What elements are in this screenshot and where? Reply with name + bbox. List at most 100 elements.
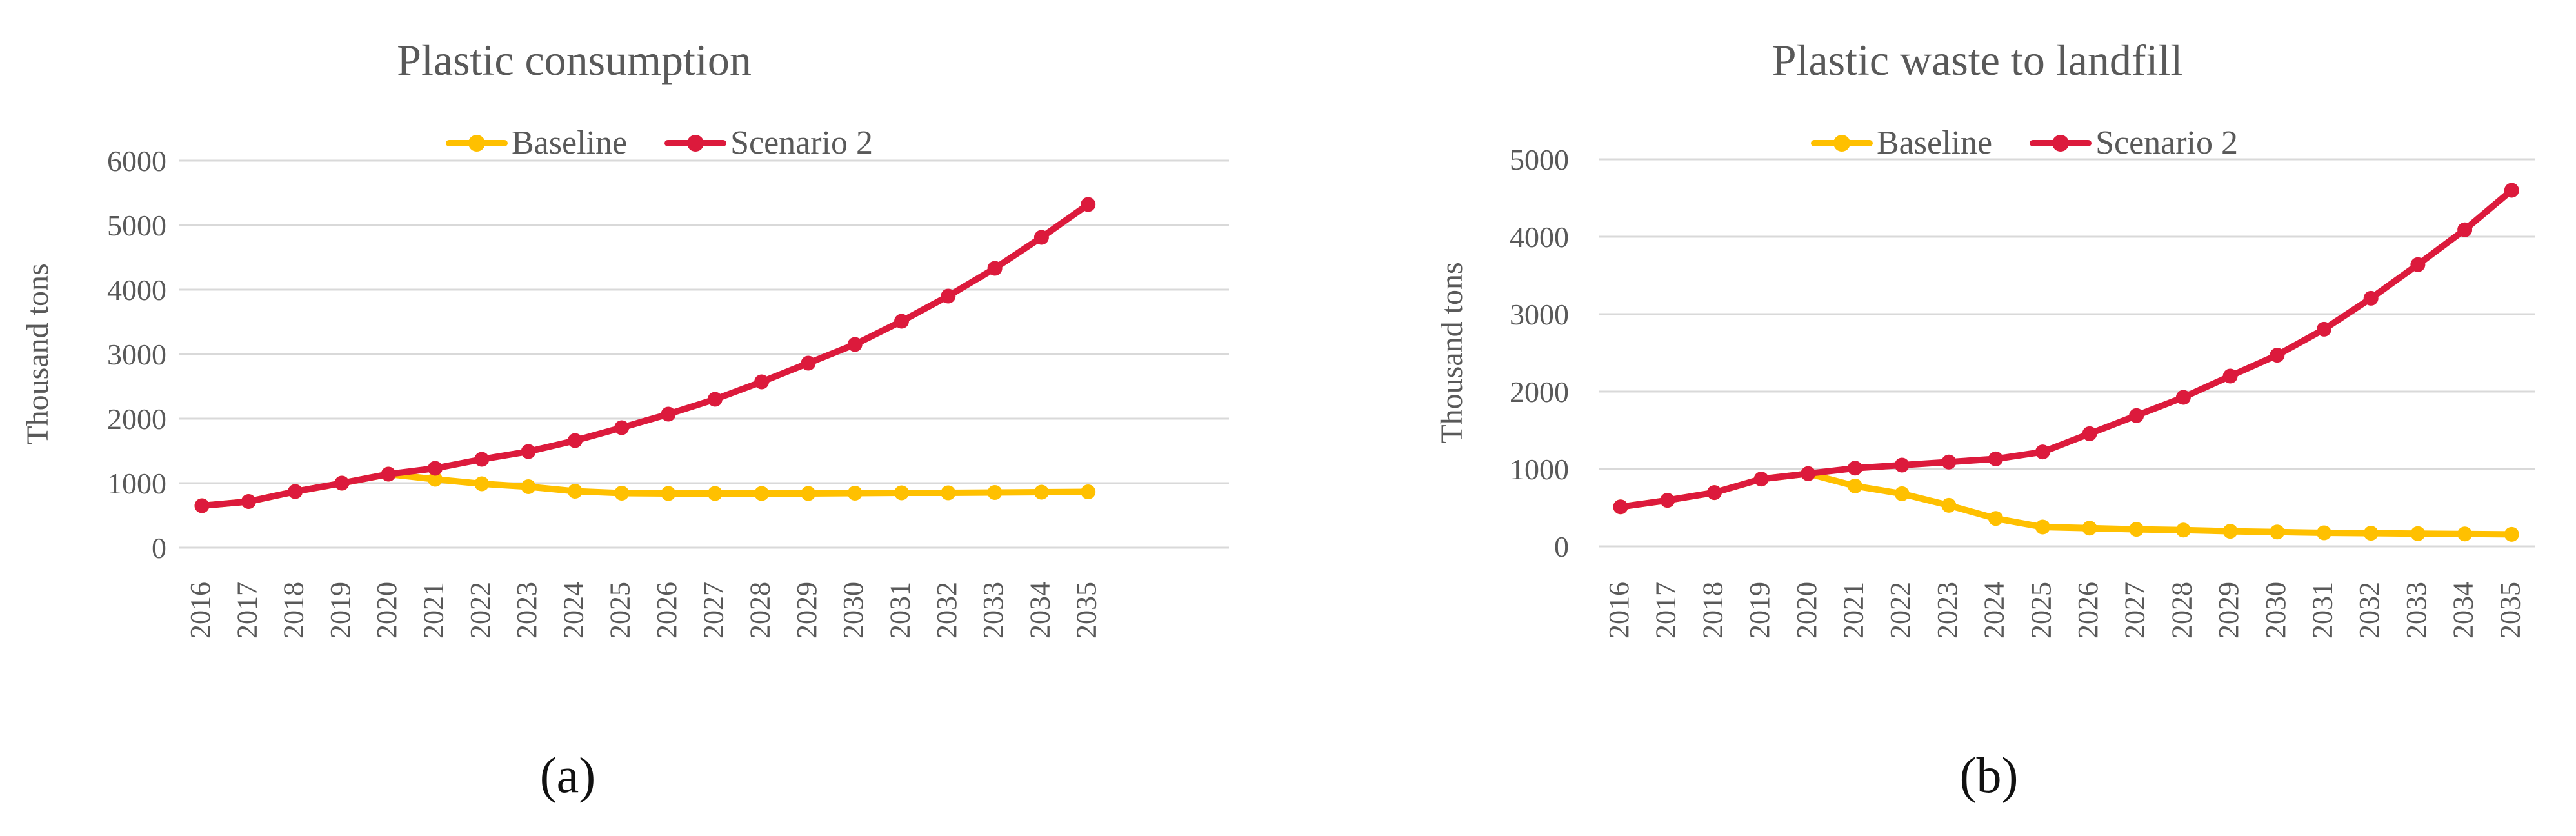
x-tick-label: 2029 bbox=[2213, 582, 2244, 639]
chart-a-legend: Baseline Scenario 2 bbox=[446, 126, 873, 160]
y-tick-label: 0 bbox=[1554, 530, 1569, 563]
data-point bbox=[1753, 472, 1769, 487]
data-point bbox=[2270, 348, 2285, 363]
x-tick-label: 2027 bbox=[697, 582, 729, 639]
data-point bbox=[2317, 525, 2331, 541]
data-point bbox=[1613, 499, 1628, 515]
y-tick-label: 5000 bbox=[1510, 143, 1569, 176]
scenario2-dot-icon bbox=[687, 135, 704, 152]
baseline-line-marker-icon bbox=[1811, 135, 1873, 152]
data-point bbox=[1660, 493, 1675, 508]
data-point bbox=[521, 444, 536, 459]
data-point bbox=[2457, 526, 2473, 542]
x-tick-label: 2019 bbox=[1744, 582, 1775, 639]
data-point bbox=[474, 452, 490, 467]
data-point bbox=[194, 498, 210, 513]
x-tick-label: 2029 bbox=[791, 582, 823, 639]
data-point bbox=[2504, 183, 2519, 198]
data-point bbox=[1706, 485, 1722, 501]
x-tick-label: 2027 bbox=[2119, 582, 2151, 639]
x-tick-label: 2033 bbox=[2401, 582, 2432, 639]
data-point bbox=[1081, 484, 1096, 499]
x-tick-label: 2034 bbox=[1024, 582, 1055, 639]
baseline-dot-icon bbox=[468, 135, 485, 152]
data-point bbox=[2410, 526, 2426, 541]
series-line-scenario-2 bbox=[199, 201, 1092, 509]
data-point bbox=[2082, 521, 2097, 536]
data-point bbox=[707, 486, 723, 501]
scenario2-line-marker-icon bbox=[664, 135, 727, 152]
data-point bbox=[941, 288, 956, 304]
y-tick-label: 3000 bbox=[107, 338, 166, 371]
data-point bbox=[707, 392, 723, 407]
x-tick-label: 2019 bbox=[324, 582, 356, 639]
data-point bbox=[567, 433, 583, 448]
legend-item-scenario2: Scenario 2 bbox=[2030, 126, 2238, 160]
data-point bbox=[894, 485, 909, 501]
x-tick-label: 2028 bbox=[2166, 582, 2197, 639]
data-point bbox=[661, 486, 676, 501]
x-tick-label: 2017 bbox=[1650, 582, 1682, 639]
y-tick-label: 5000 bbox=[107, 209, 166, 242]
data-point bbox=[2035, 519, 2050, 535]
legend-item-scenario2: Scenario 2 bbox=[664, 126, 873, 160]
data-point bbox=[1033, 484, 1049, 500]
data-point bbox=[2222, 368, 2238, 384]
x-tick-label: 2035 bbox=[1071, 582, 1103, 639]
data-point bbox=[1848, 478, 1862, 493]
chart-b-legend: Baseline Scenario 2 bbox=[1811, 126, 2238, 160]
x-tick-label: 2031 bbox=[884, 582, 916, 639]
data-point bbox=[754, 374, 770, 390]
data-point bbox=[474, 476, 490, 492]
y-tick-label: 2000 bbox=[1510, 375, 1569, 408]
legend-item-baseline: Baseline bbox=[446, 126, 627, 160]
x-tick-label: 2017 bbox=[231, 582, 263, 639]
x-tick-label: 2028 bbox=[744, 582, 776, 639]
y-tick-label: 6000 bbox=[107, 144, 166, 177]
legend-label-scenario2: Scenario 2 bbox=[2095, 124, 2238, 161]
data-point bbox=[987, 485, 1003, 500]
x-tick-label: 2032 bbox=[2353, 582, 2385, 639]
data-point bbox=[2035, 444, 2050, 460]
x-tick-label: 2025 bbox=[604, 582, 636, 639]
x-tick-label: 2035 bbox=[2494, 582, 2526, 639]
scenario2-line-marker-icon bbox=[2030, 135, 2092, 152]
data-point bbox=[661, 406, 676, 422]
data-point bbox=[847, 337, 863, 352]
data-point bbox=[1941, 454, 1957, 470]
baseline-dot-icon bbox=[1833, 135, 1850, 152]
panel-a-label: (a) bbox=[539, 747, 596, 803]
legend-label-baseline: Baseline bbox=[512, 124, 628, 161]
data-point bbox=[2317, 321, 2331, 337]
y-tick-label: 0 bbox=[152, 532, 166, 564]
x-tick-label: 2016 bbox=[1603, 582, 1635, 639]
baseline-line-marker-icon bbox=[446, 135, 508, 152]
x-tick-label: 2018 bbox=[1697, 582, 1728, 639]
y-axis-title: Thousand tons bbox=[21, 263, 55, 444]
data-point bbox=[1801, 466, 1816, 481]
data-point bbox=[1988, 511, 2004, 526]
data-point bbox=[521, 479, 536, 494]
data-point bbox=[1988, 451, 2004, 466]
data-point bbox=[801, 486, 816, 501]
data-point bbox=[2270, 524, 2285, 540]
y-tick-label: 4000 bbox=[1510, 221, 1569, 254]
series-line-baseline bbox=[199, 471, 1092, 509]
data-point bbox=[1894, 457, 1910, 473]
y-tick-label: 2000 bbox=[107, 403, 166, 435]
data-point bbox=[2175, 522, 2191, 538]
x-tick-label: 2031 bbox=[2307, 582, 2339, 639]
x-tick-label: 2024 bbox=[557, 582, 589, 639]
data-point bbox=[241, 494, 256, 509]
series-line-scenario-2 bbox=[1617, 187, 2515, 510]
data-point bbox=[987, 261, 1003, 276]
x-tick-label: 2020 bbox=[1791, 582, 1822, 639]
data-point bbox=[1081, 197, 1096, 212]
data-point bbox=[894, 314, 909, 329]
chart-a-title: Plastic consumption bbox=[397, 35, 752, 85]
data-point bbox=[1894, 486, 1910, 501]
chart-b-title: Plastic waste to landfill bbox=[1772, 35, 2183, 85]
y-tick-label: 3000 bbox=[1510, 298, 1569, 331]
x-tick-label: 2018 bbox=[278, 582, 310, 639]
legend-label-scenario2: Scenario 2 bbox=[730, 124, 873, 161]
